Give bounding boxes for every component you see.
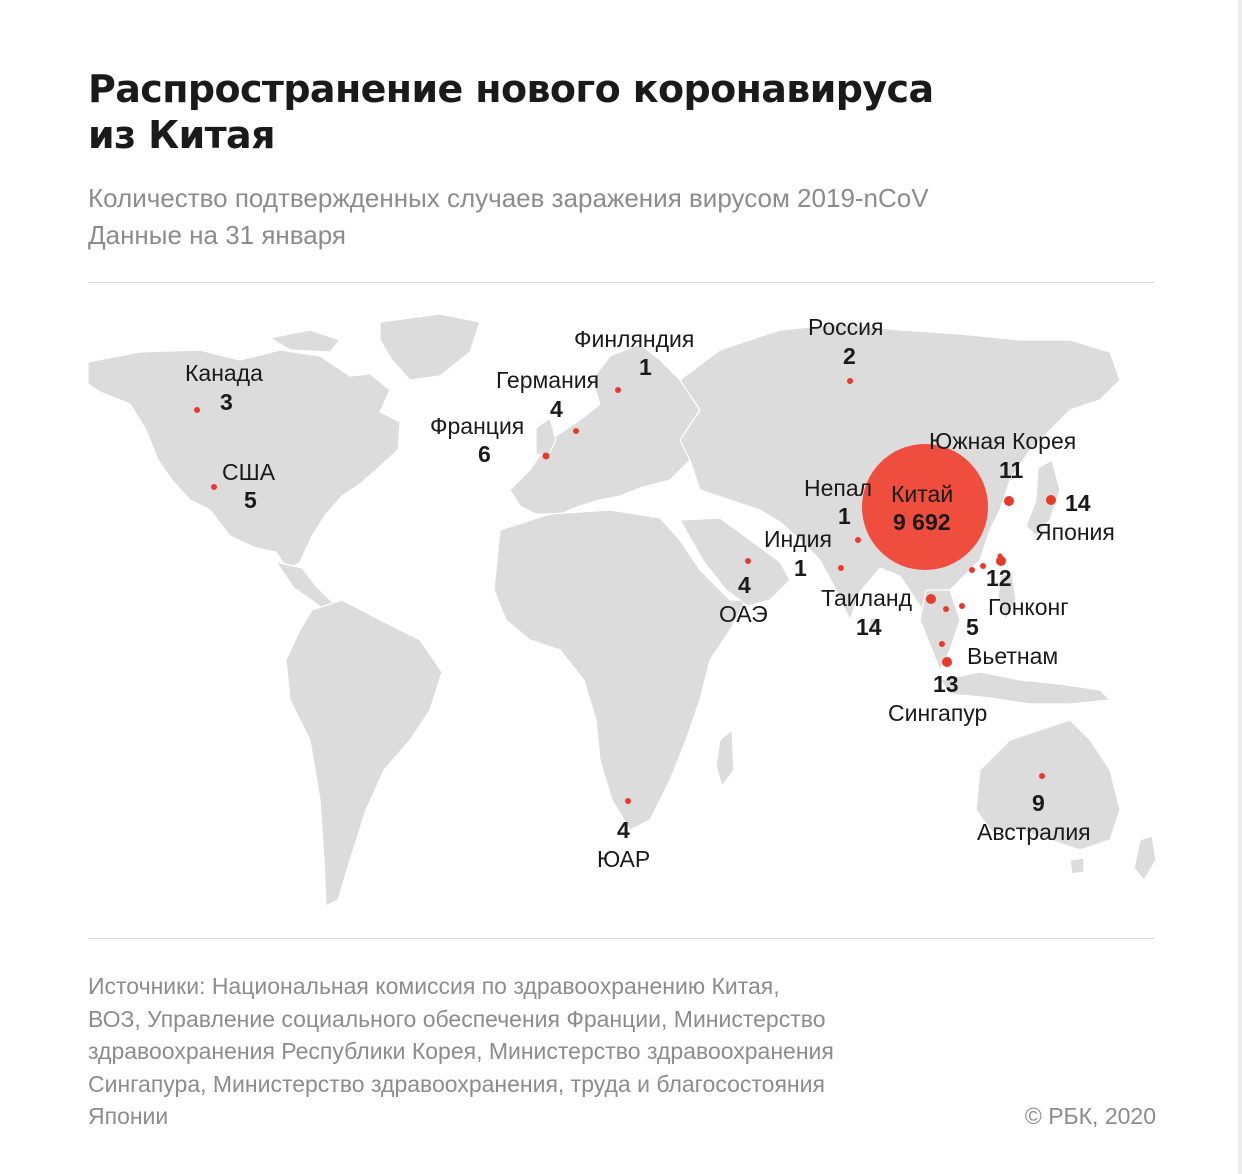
madagascar-shape: [715, 729, 735, 787]
south-africa-label: ЮАР: [597, 846, 651, 872]
arabia-shape: [679, 517, 791, 607]
japan-count: 14: [1065, 490, 1091, 516]
world-map: [80, 300, 1180, 930]
russia-count: 2: [843, 343, 856, 369]
russia-label: Россия: [808, 314, 884, 340]
page-title: Распространение нового коронавируса из К…: [88, 66, 1088, 158]
taiwan-marker-small: [997, 553, 1003, 559]
france-marker: [542, 452, 550, 460]
sources-line-4: Сингапура, Министерство здравоохранения,…: [88, 1070, 825, 1097]
bottom-divider: [88, 938, 1154, 939]
india-marker: [838, 565, 844, 571]
malaysia-marker: [939, 641, 945, 647]
australia-shape: [975, 719, 1121, 851]
germany-label: Германия: [496, 367, 600, 393]
japan-label: Япония: [1035, 519, 1115, 545]
hong-kong-marker: [969, 567, 975, 573]
russia-marker: [847, 378, 853, 384]
vietnam-label: Вьетнам: [967, 643, 1059, 669]
germany-count: 4: [550, 396, 563, 422]
japan-shape: [1025, 459, 1061, 537]
singapore-marker: [942, 657, 952, 667]
top-divider: [88, 282, 1154, 283]
nepal-label: Непал: [804, 475, 873, 501]
title-line-1: Распространение нового коронавируса: [88, 67, 934, 111]
india-label: Индия: [764, 526, 832, 552]
copyright: © РБК, 2020: [1024, 1103, 1156, 1129]
thailand-count: 14: [856, 614, 882, 640]
australia-count: 9: [1032, 790, 1045, 816]
china-count: 9 692: [893, 509, 951, 535]
sources-line-5: Японии: [88, 1103, 169, 1129]
south-america-shape: [285, 599, 443, 907]
arctic-islands-shape: [269, 329, 341, 353]
sources-text: Источники: Национальная комиссия по здра…: [88, 970, 988, 1133]
subtitle-line-1: Количество подтвержденных случаев зараже…: [88, 183, 929, 213]
taiwan-count: 12: [986, 565, 1012, 591]
usa-label: США: [222, 459, 276, 485]
sri-lanka-shape: [869, 617, 879, 631]
finland-count: 1: [639, 354, 652, 380]
south-korea-count: 11: [999, 457, 1024, 483]
africa-shape: [493, 509, 747, 831]
nepal-marker: [855, 537, 861, 543]
germany-marker: [573, 428, 579, 434]
uk-shape: [535, 417, 557, 457]
world-map-svg: [87, 313, 1157, 907]
page-edge: [1238, 0, 1242, 1174]
philippines-shape: [997, 571, 1017, 621]
taiwan-marker: [996, 556, 1006, 566]
usa-count: 5: [244, 487, 257, 513]
usa-marker: [211, 484, 217, 490]
singapore-count: 13: [933, 671, 959, 697]
canada-count: 3: [220, 389, 233, 415]
sources-line-3: здравоохранения Республики Корея, Минист…: [88, 1038, 834, 1064]
china-bubble: [862, 444, 988, 570]
subtitle-line-2: Данные на 31 января: [88, 220, 347, 250]
nepal-count: 1: [838, 503, 851, 529]
singapore-label: Сингапур: [888, 700, 988, 726]
south-africa-marker: [625, 798, 631, 804]
southeast-asia-shape: [919, 589, 961, 671]
japan-marker: [1046, 495, 1056, 505]
new-zealand-shape: [1133, 835, 1157, 881]
finland-marker: [615, 387, 621, 393]
title-line-2: из Китая: [88, 113, 275, 157]
tasmania-shape: [1069, 857, 1085, 875]
indonesia-shape: [939, 671, 1111, 705]
hong-kong-label: Гонконг: [988, 594, 1069, 620]
north-america-shape: [87, 349, 401, 571]
south-korea-label: Южная Корея: [929, 428, 1077, 454]
vietnam-marker: [959, 603, 965, 609]
china-label: Китай: [891, 481, 954, 507]
canada-marker: [194, 407, 200, 413]
uae-count: 4: [738, 572, 751, 598]
thailand-label: Таиланд: [821, 585, 912, 611]
page-subtitle: Количество подтвержденных случаев зараже…: [88, 180, 1148, 254]
uae-marker: [745, 558, 751, 564]
south-africa-count: 4: [617, 817, 630, 843]
france-label: Франция: [430, 413, 525, 439]
sources-line-2: ВОЗ, Управление социального обеспечения …: [88, 1005, 826, 1032]
cambodia-marker: [943, 606, 949, 612]
france-count: 6: [478, 441, 491, 467]
thailand-marker: [926, 594, 936, 604]
greenland-shape: [379, 313, 481, 381]
canada-label: Канада: [185, 360, 263, 386]
australia-marker: [1039, 773, 1045, 779]
australia-label: Австралия: [977, 819, 1091, 845]
india-count: 1: [794, 555, 807, 581]
uae-label: ОАЭ: [719, 601, 768, 627]
finland-label: Финляндия: [574, 326, 695, 352]
south-korea-marker: [1004, 496, 1014, 506]
macau-marker: [980, 563, 986, 569]
sources-line-1: Источники: Национальная комиссия по здра…: [88, 973, 780, 999]
hong-kong-count: 5: [966, 614, 979, 640]
